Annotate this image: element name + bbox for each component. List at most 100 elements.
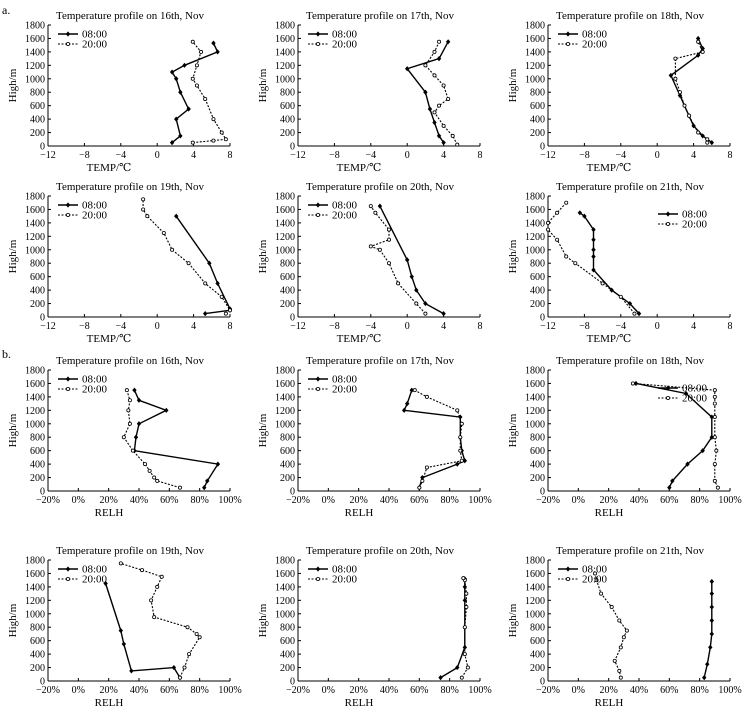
x-tick-label: 100% xyxy=(218,495,241,506)
data-point-0800 xyxy=(700,133,705,139)
data-point-0800 xyxy=(668,72,674,79)
y-tick-label: 600 xyxy=(280,272,295,283)
legend-label: 20:00 xyxy=(682,219,708,231)
data-point-0800 xyxy=(591,253,596,260)
data-point-2000 xyxy=(149,598,154,603)
y-tick-label: 200 xyxy=(530,473,545,484)
y-tick-label: 200 xyxy=(30,299,45,310)
y-tick-label: 1200 xyxy=(525,232,545,243)
y-tick-label: 1600 xyxy=(275,205,295,216)
data-point-0800 xyxy=(423,89,428,95)
x-axis-label: RELH xyxy=(345,507,374,519)
x-tick-label: 40% xyxy=(630,495,648,506)
x-tick-label: 60% xyxy=(410,685,428,696)
data-point-2000 xyxy=(464,605,469,610)
y-tick-label: 600 xyxy=(530,636,545,647)
legend-label: 20:00 xyxy=(332,210,358,222)
x-tick-label: 20% xyxy=(99,685,117,696)
data-point-2000 xyxy=(186,261,191,266)
y-tick-label: 1200 xyxy=(275,61,295,72)
data-point-0800 xyxy=(103,580,108,587)
x-tick-label: 0 xyxy=(155,150,160,161)
data-point-0800 xyxy=(709,591,714,597)
chart-title: Temperature profile on 21th, Nov xyxy=(556,181,704,193)
y-tick-label: 400 xyxy=(280,460,295,471)
data-point-2000 xyxy=(624,628,629,633)
x-tick-label: 0% xyxy=(72,685,85,696)
y-tick-label: 800 xyxy=(30,88,45,99)
data-point-2000 xyxy=(121,435,126,440)
x-tick-label: 0% xyxy=(572,685,585,696)
x-tick-label: 4 xyxy=(441,321,446,332)
y-tick-label: 600 xyxy=(30,272,45,283)
data-point-2000 xyxy=(182,665,187,670)
legend-marker xyxy=(666,221,671,226)
data-point-2000 xyxy=(673,56,678,61)
y-tick-label: 1600 xyxy=(275,569,295,580)
data-point-2000 xyxy=(155,584,160,589)
data-point-0800 xyxy=(215,461,221,467)
data-point-0800 xyxy=(627,300,633,307)
x-tick-label: 8 xyxy=(478,150,483,161)
legend-label: 08:00 xyxy=(82,564,108,576)
chart-panel-11: 0 200 400 600 800 1000 1200 1400 1600 1800 −20% 0% 2… xyxy=(257,545,492,709)
data-point-0800 xyxy=(709,578,714,585)
x-tick-label: −20% xyxy=(36,495,60,506)
data-point-2000 xyxy=(424,394,429,399)
x-tick-label: 40% xyxy=(130,685,148,696)
data-point-2000 xyxy=(368,204,373,209)
y-tick-label: 600 xyxy=(530,446,545,457)
data-point-2000 xyxy=(621,635,626,640)
y-tick-label: 0 xyxy=(290,313,295,324)
data-point-0800 xyxy=(582,213,587,219)
y-tick-label: 1000 xyxy=(25,419,45,430)
data-point-2000 xyxy=(423,63,428,68)
data-point-0800 xyxy=(591,247,596,253)
legend-marker xyxy=(315,202,321,208)
legend-marker xyxy=(65,202,71,208)
y-tick-label: 1600 xyxy=(25,569,45,580)
x-tick-label: 60% xyxy=(660,495,678,506)
x-tick-label: 0 xyxy=(655,321,660,332)
data-point-0800 xyxy=(207,260,212,266)
data-point-0800 xyxy=(178,89,183,95)
data-point-0800 xyxy=(178,133,183,139)
y-tick-label: 1600 xyxy=(25,34,45,45)
data-point-2000 xyxy=(124,388,129,393)
y-tick-label: 1000 xyxy=(25,245,45,256)
data-point-2000 xyxy=(432,49,437,54)
x-tick-label: 4 xyxy=(191,321,196,332)
y-tick-label: 1000 xyxy=(275,245,295,256)
data-point-0800 xyxy=(705,661,710,667)
y-tick-label: 1200 xyxy=(275,406,295,417)
y-axis-label: High/m xyxy=(7,68,19,102)
y-axis-label: High/m xyxy=(507,239,519,273)
legend-marker xyxy=(315,31,321,37)
data-point-2000 xyxy=(197,635,202,640)
y-tick-label: 1400 xyxy=(25,392,45,403)
data-point-2000 xyxy=(464,591,469,596)
series-line-2000 xyxy=(192,41,227,144)
y-tick-label: 600 xyxy=(280,636,295,647)
y-tick-label: 400 xyxy=(30,115,45,126)
y-tick-label: 1000 xyxy=(525,609,545,620)
y-axis-label: High/m xyxy=(257,413,269,447)
chart-title: Temperature profile on 16th, Nov xyxy=(56,355,204,367)
legend-label: 20:00 xyxy=(332,574,358,586)
x-tick-label: 8 xyxy=(228,321,233,332)
x-tick-label: 80% xyxy=(190,685,208,696)
x-axis-label: RELH xyxy=(95,697,124,709)
y-tick-label: 800 xyxy=(30,433,45,444)
y-tick-label: 400 xyxy=(280,115,295,126)
data-point-2000 xyxy=(712,435,717,440)
y-tick-label: 200 xyxy=(530,299,545,310)
series-line-0800 xyxy=(406,41,449,143)
x-tick-label: 0% xyxy=(572,495,585,506)
y-tick-label: 1400 xyxy=(525,392,545,403)
data-point-2000 xyxy=(141,197,146,202)
data-point-2000 xyxy=(687,113,692,118)
x-tick-label: −12 xyxy=(290,150,306,161)
x-tick-label: 20% xyxy=(349,495,367,506)
y-tick-label: 1400 xyxy=(275,218,295,229)
data-point-0800 xyxy=(441,140,446,146)
